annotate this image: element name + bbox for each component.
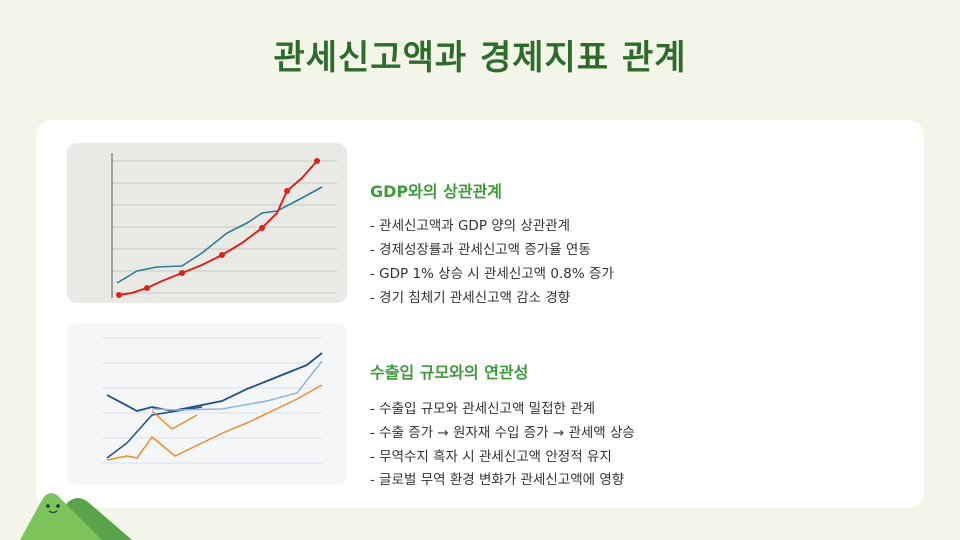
bullet: - 무역수지 흑자 시 관세신고액 안정적 유지	[370, 449, 612, 465]
chart-illustration	[111, 153, 337, 298]
mascot	[20, 493, 132, 540]
bullet: - GDP 1% 상승 시 관세신고액 0.8% 증가	[370, 266, 614, 282]
bullet: - 수출 증가 → 원자재 수입 증가 → 관세액 상승	[370, 425, 635, 441]
bullet: - 수출입 규모와 관세신고액 밀접한 관계	[370, 401, 596, 417]
bullet: - 글로벌 무역 환경 변화가 관세신고액에 영향	[370, 472, 625, 488]
trade-chart-image	[67, 323, 347, 485]
section-heading: 수출입 규모와의 연관성	[370, 363, 529, 382]
section-heading: GDP와의 상관관계	[370, 182, 503, 201]
bullet: - 관세신고액과 GDP 양의 상관관계	[370, 218, 571, 234]
gdp-chart-image	[67, 143, 347, 303]
bullet: - 경기 침체기 관세신고액 감소 경향	[370, 290, 571, 306]
content-card: GDP와의 상관관계 - 관세신고액과 GDP 양의 상관관계 - 경제성장률과…	[36, 120, 924, 508]
bullet: - 경제성장률과 관세신고액 증가율 연동	[370, 242, 591, 258]
slide-title: 관세신고액과 경제지표 관계	[273, 38, 687, 78]
chart-illustration	[102, 337, 323, 464]
